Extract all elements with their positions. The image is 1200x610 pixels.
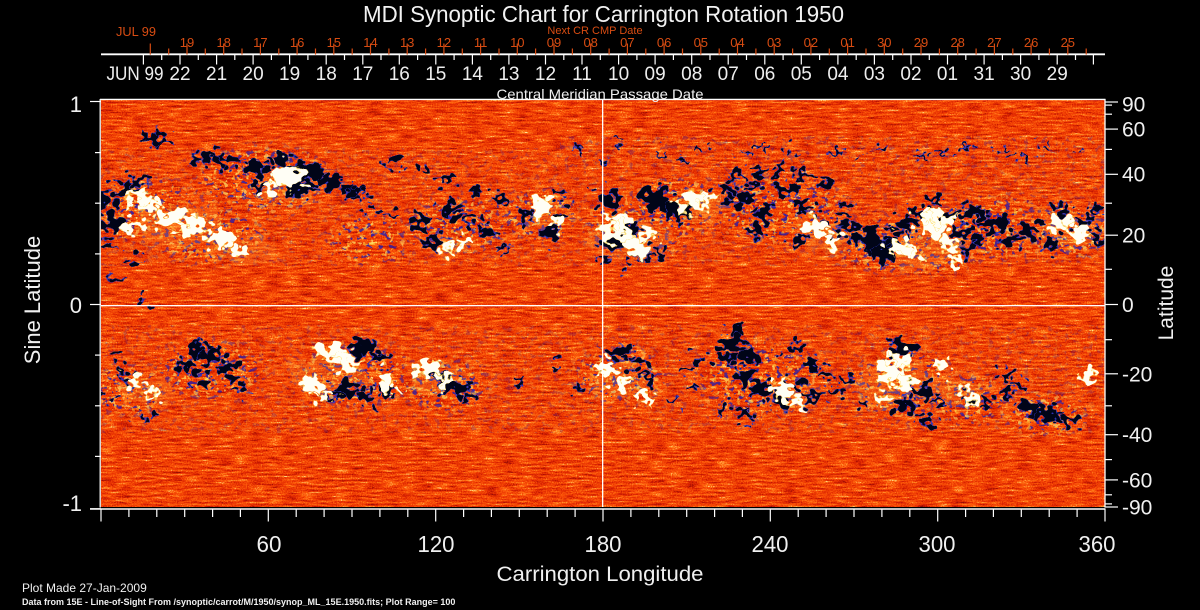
- svg-text:JUN 99: JUN 99: [107, 64, 164, 85]
- svg-text:16: 16: [290, 35, 304, 50]
- svg-text:JUL 99: JUL 99: [116, 24, 156, 39]
- svg-text:06: 06: [754, 64, 775, 85]
- svg-text:1: 1: [70, 92, 82, 117]
- svg-text:Sine Latitude: Sine Latitude: [20, 236, 45, 364]
- svg-text:01: 01: [937, 64, 958, 85]
- svg-text:11: 11: [572, 64, 592, 85]
- svg-text:40: 40: [1122, 164, 1145, 187]
- svg-text:04: 04: [730, 35, 744, 50]
- svg-text:27: 27: [987, 35, 1001, 50]
- svg-text:11: 11: [474, 35, 488, 50]
- svg-text:17: 17: [352, 64, 373, 85]
- svg-text:20: 20: [1122, 225, 1145, 248]
- svg-text:18: 18: [316, 64, 337, 85]
- svg-text:20: 20: [243, 64, 264, 85]
- svg-text:10: 10: [510, 35, 524, 50]
- svg-text:08: 08: [583, 35, 597, 50]
- svg-text:Latitude: Latitude: [1155, 266, 1178, 341]
- svg-text:19: 19: [180, 35, 194, 50]
- svg-text:22: 22: [169, 64, 190, 85]
- svg-text:12: 12: [437, 35, 451, 50]
- svg-text:Carrington Longitude: Carrington Longitude: [497, 563, 704, 586]
- svg-text:02: 02: [804, 35, 818, 50]
- svg-text:02: 02: [900, 64, 921, 85]
- svg-text:05: 05: [694, 35, 708, 50]
- svg-text:21: 21: [206, 64, 227, 85]
- svg-text:14: 14: [363, 35, 377, 50]
- svg-text:08: 08: [681, 64, 702, 85]
- svg-text:29: 29: [914, 35, 928, 50]
- svg-text:0: 0: [70, 293, 82, 318]
- svg-text:07: 07: [718, 64, 739, 85]
- svg-text:15: 15: [425, 64, 446, 85]
- svg-text:60: 60: [257, 531, 282, 557]
- svg-text:09: 09: [645, 64, 666, 85]
- svg-text:26: 26: [1024, 35, 1038, 50]
- svg-text:30: 30: [877, 35, 891, 50]
- svg-text:28: 28: [950, 35, 964, 50]
- svg-text:12: 12: [535, 64, 556, 85]
- svg-text:-40: -40: [1122, 424, 1152, 447]
- svg-text:60: 60: [1122, 119, 1145, 142]
- svg-text:29: 29: [1047, 64, 1068, 85]
- svg-text:06: 06: [657, 35, 671, 50]
- svg-text:90: 90: [1122, 94, 1145, 117]
- svg-text:-1: -1: [62, 491, 82, 516]
- svg-text:13: 13: [498, 64, 519, 85]
- svg-text:Plot Made 27-Jan-2009: Plot Made 27-Jan-2009: [22, 581, 147, 595]
- svg-text:120: 120: [418, 531, 455, 557]
- svg-text:15: 15: [327, 35, 341, 50]
- svg-text:MDI Synoptic Chart for Carring: MDI Synoptic Chart for Carrington Rotati…: [363, 1, 844, 27]
- svg-text:04: 04: [827, 64, 849, 85]
- svg-text:16: 16: [389, 64, 410, 85]
- svg-text:05: 05: [791, 64, 812, 85]
- svg-text:-90: -90: [1122, 497, 1152, 520]
- svg-text:31: 31: [974, 64, 995, 85]
- svg-text:360: 360: [1079, 531, 1116, 557]
- svg-text:240: 240: [752, 531, 789, 557]
- svg-text:180: 180: [585, 531, 622, 557]
- svg-text:03: 03: [767, 35, 781, 50]
- svg-text:30: 30: [1010, 64, 1031, 85]
- svg-text:07: 07: [620, 35, 634, 50]
- svg-text:Next CR CMP Date: Next CR CMP Date: [547, 25, 642, 37]
- svg-text:03: 03: [864, 64, 885, 85]
- svg-text:Central Meridian Passage Date: Central Meridian Passage Date: [497, 86, 704, 102]
- svg-text:19: 19: [279, 64, 300, 85]
- svg-text:-20: -20: [1122, 364, 1152, 387]
- svg-text:0: 0: [1122, 294, 1134, 317]
- svg-text:Data from 15E - Line-of-Sight: Data from 15E - Line-of-Sight From /syno…: [22, 597, 455, 607]
- svg-text:10: 10: [608, 64, 629, 85]
- svg-text:13: 13: [400, 35, 414, 50]
- svg-text:14: 14: [462, 64, 484, 85]
- svg-text:09: 09: [547, 35, 561, 50]
- svg-text:17: 17: [253, 35, 267, 50]
- svg-text:300: 300: [919, 531, 956, 557]
- svg-text:-60: -60: [1122, 470, 1152, 493]
- svg-text:01: 01: [840, 35, 854, 50]
- svg-text:18: 18: [216, 35, 230, 50]
- svg-text:25: 25: [1061, 35, 1075, 50]
